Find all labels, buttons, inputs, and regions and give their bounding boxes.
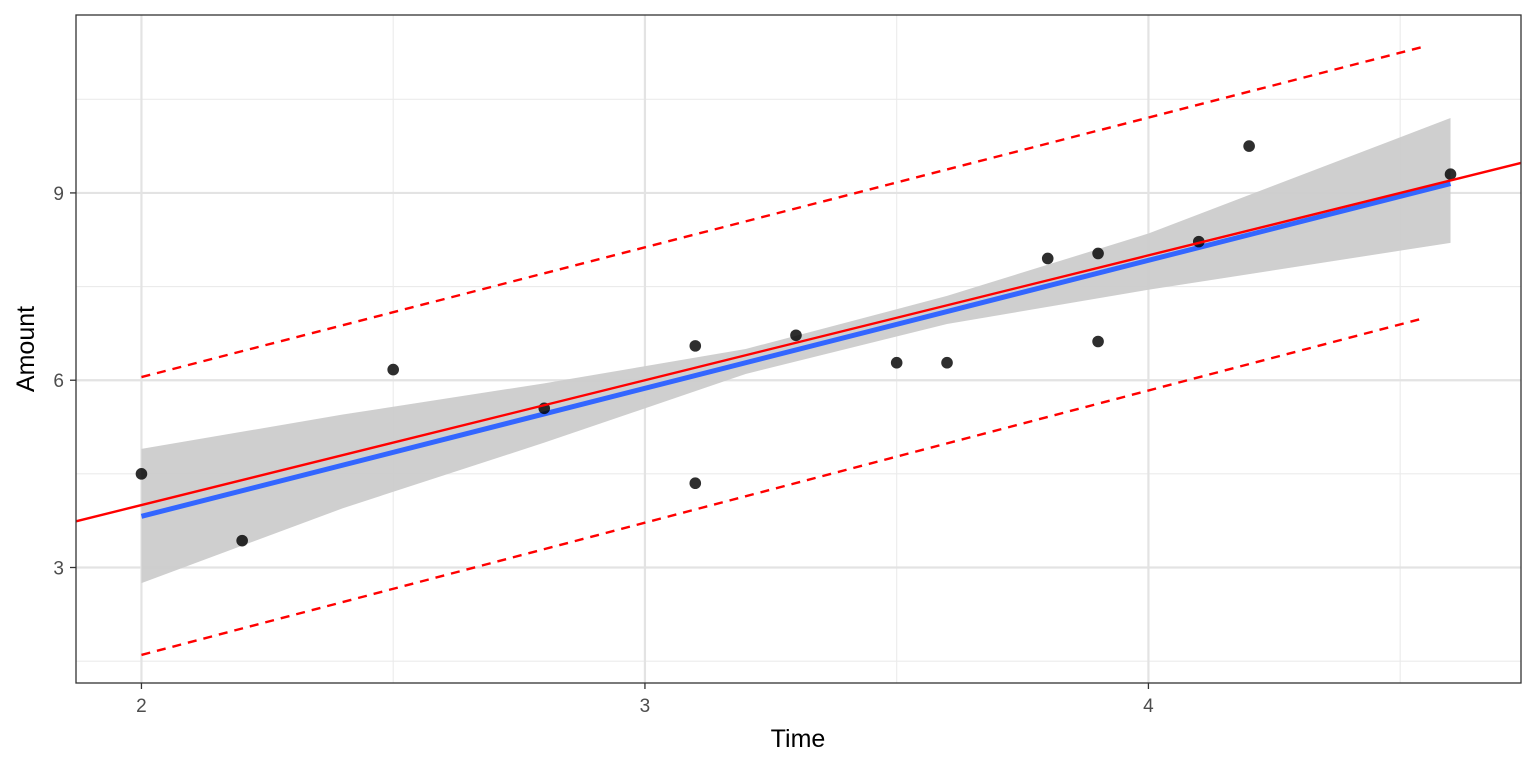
axes-layer: 2 3 4 3 6 9 (53, 184, 1154, 717)
y-axis-title: Amount (12, 306, 40, 392)
data-point (1041, 252, 1054, 265)
regression-fit-line (140, 181, 1452, 519)
data-point (941, 356, 953, 369)
prediction-upper-line (141, 45, 1426, 379)
data-point (1243, 140, 1255, 152)
data-point (790, 329, 802, 342)
lines-layer (140, 45, 1452, 657)
y-tick-label: 6 (53, 371, 64, 392)
data-point (135, 468, 148, 480)
x-tick-label: 3 (640, 696, 651, 717)
reference-line (75, 161, 1522, 523)
points-layer (75, 140, 1522, 547)
data-point (236, 534, 248, 547)
x-tick-label: 2 (136, 696, 147, 717)
prediction-lower-line (141, 316, 1426, 657)
y-tick-label: 3 (53, 559, 64, 580)
grid-lines (76, 15, 1521, 683)
x-axis-title: Time (771, 725, 826, 753)
data-point (689, 477, 702, 490)
data-point (387, 363, 399, 376)
data-point (1092, 335, 1104, 348)
data-point (1092, 247, 1104, 260)
y-tick-label: 9 (53, 184, 64, 205)
data-point (890, 356, 903, 369)
plot-panel-border (75, 14, 1522, 684)
data-point (1444, 168, 1457, 180)
data-point (689, 340, 702, 352)
x-tick-label: 4 (1143, 696, 1154, 717)
